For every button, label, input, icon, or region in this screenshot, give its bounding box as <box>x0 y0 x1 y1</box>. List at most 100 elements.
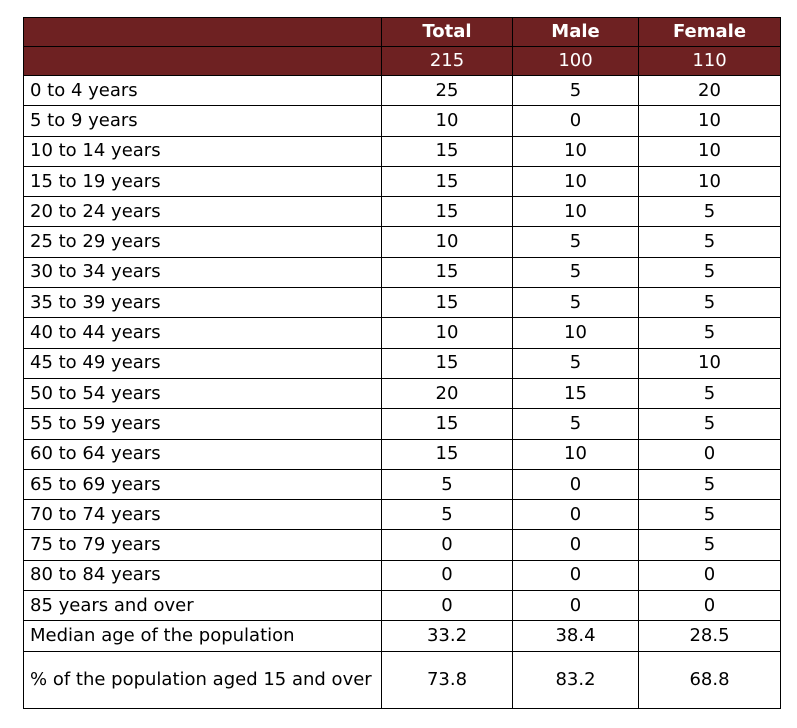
cell-female: 10 <box>638 165 781 198</box>
cell-female: 5 <box>638 377 781 410</box>
cell-female: 0 <box>638 590 781 622</box>
cell-male: 10 <box>512 438 639 470</box>
cell-total: 15 <box>381 196 513 228</box>
row-label: 85 years and over <box>23 590 382 622</box>
cell-female: 28.5 <box>638 620 781 652</box>
cell-total: 10 <box>381 317 513 349</box>
totals-row: 215 100 110 <box>23 46 781 76</box>
cell-male: 5 <box>512 347 639 379</box>
table-row: 55 to 59 years 15 5 5 <box>23 408 781 440</box>
cell-total: 15 <box>381 438 513 470</box>
table-row: % of the population aged 15 and over 73.8… <box>23 650 781 709</box>
table-row: 10 to 14 years 15 10 10 <box>23 135 781 167</box>
row-label: 50 to 54 years <box>23 377 382 410</box>
table-row: 85 years and over 0 0 0 <box>23 590 781 622</box>
cell-male: 0 <box>512 105 639 137</box>
header-cell-male: Male <box>512 17 639 47</box>
cell-male: 0 <box>512 590 639 622</box>
header-cell-female: Female <box>638 17 781 47</box>
cell-male: 5 <box>512 226 639 258</box>
table-row: 5 to 9 years 10 0 10 <box>23 105 781 137</box>
row-label: 45 to 49 years <box>23 347 382 379</box>
cell-female: 0 <box>638 559 781 592</box>
row-label: 0 to 4 years <box>23 74 382 107</box>
cell-total: 25 <box>381 74 513 107</box>
cell-male: 10 <box>512 196 639 228</box>
totals-cell-female: 110 <box>638 46 781 76</box>
table-row: 70 to 74 years 5 0 5 <box>23 499 781 531</box>
cell-male: 83.2 <box>512 650 639 709</box>
row-label: 35 to 39 years <box>23 287 382 319</box>
cell-total: 15 <box>381 347 513 379</box>
cell-female: 5 <box>638 256 781 289</box>
cell-total: 5 <box>381 468 513 501</box>
cell-female: 10 <box>638 135 781 167</box>
row-label: 60 to 64 years <box>23 438 382 470</box>
row-label: 55 to 59 years <box>23 408 382 440</box>
table-header: Total Male Female 215 100 110 <box>23 17 781 76</box>
row-label: 75 to 79 years <box>23 529 382 561</box>
row-label: 80 to 84 years <box>23 559 382 592</box>
table-row: 35 to 39 years 15 5 5 <box>23 287 781 319</box>
table-row: 0 to 4 years 25 5 20 <box>23 74 781 107</box>
table-row: 80 to 84 years 0 0 0 <box>23 559 781 592</box>
cell-male: 10 <box>512 135 639 167</box>
cell-male: 15 <box>512 377 639 410</box>
cell-male: 0 <box>512 559 639 592</box>
table-row: 75 to 79 years 0 0 5 <box>23 529 781 561</box>
cell-total: 15 <box>381 256 513 289</box>
cell-total: 15 <box>381 287 513 319</box>
row-label: Median age of the population <box>23 620 382 652</box>
table-row: 40 to 44 years 10 10 5 <box>23 317 781 349</box>
cell-female: 10 <box>638 105 781 137</box>
cell-total: 20 <box>381 377 513 410</box>
cell-male: 10 <box>512 317 639 349</box>
table-row: 60 to 64 years 15 10 0 <box>23 438 781 470</box>
cell-total: 0 <box>381 590 513 622</box>
cell-female: 5 <box>638 317 781 349</box>
cell-male: 5 <box>512 287 639 319</box>
cell-total: 15 <box>381 135 513 167</box>
totals-cell-male: 100 <box>512 46 639 76</box>
row-label: 30 to 34 years <box>23 256 382 289</box>
cell-total: 5 <box>381 499 513 531</box>
header-cell-blank <box>23 17 382 47</box>
cell-female: 5 <box>638 287 781 319</box>
cell-total: 73.8 <box>381 650 513 709</box>
table-row: 20 to 24 years 15 10 5 <box>23 196 781 228</box>
cell-total: 15 <box>381 165 513 198</box>
cell-total: 33.2 <box>381 620 513 652</box>
table-row: 25 to 29 years 10 5 5 <box>23 226 781 258</box>
row-label: 10 to 14 years <box>23 135 382 167</box>
cell-male: 10 <box>512 165 639 198</box>
cell-female: 5 <box>638 468 781 501</box>
cell-female: 5 <box>638 196 781 228</box>
row-label: 20 to 24 years <box>23 196 382 228</box>
header-row: Total Male Female <box>23 17 781 47</box>
cell-male: 0 <box>512 529 639 561</box>
cell-female: 5 <box>638 499 781 531</box>
row-label: 25 to 29 years <box>23 226 382 258</box>
cell-female: 68.8 <box>638 650 781 709</box>
table-body: 0 to 4 years 25 5 20 5 to 9 years 10 0 10 10 to … <box>23 74 781 709</box>
row-label: 70 to 74 years <box>23 499 382 531</box>
row-label: 5 to 9 years <box>23 105 382 137</box>
cell-female: 5 <box>638 408 781 440</box>
table-row: Median age of the population 33.2 38.4 28.5 <box>23 620 781 652</box>
cell-male: 5 <box>512 256 639 289</box>
row-label: 40 to 44 years <box>23 317 382 349</box>
cell-male: 5 <box>512 408 639 440</box>
cell-male: 0 <box>512 499 639 531</box>
row-label: 65 to 69 years <box>23 468 382 501</box>
cell-female: 5 <box>638 529 781 561</box>
table-row: 65 to 69 years 5 0 5 <box>23 468 781 501</box>
header-cell-total: Total <box>381 17 513 47</box>
table-row: 50 to 54 years 20 15 5 <box>23 377 781 410</box>
cell-total: 0 <box>381 559 513 592</box>
cell-total: 0 <box>381 529 513 561</box>
cell-male: 0 <box>512 468 639 501</box>
cell-total: 10 <box>381 226 513 258</box>
cell-female: 20 <box>638 74 781 107</box>
cell-male: 38.4 <box>512 620 639 652</box>
table-row: 15 to 19 years 15 10 10 <box>23 165 781 198</box>
